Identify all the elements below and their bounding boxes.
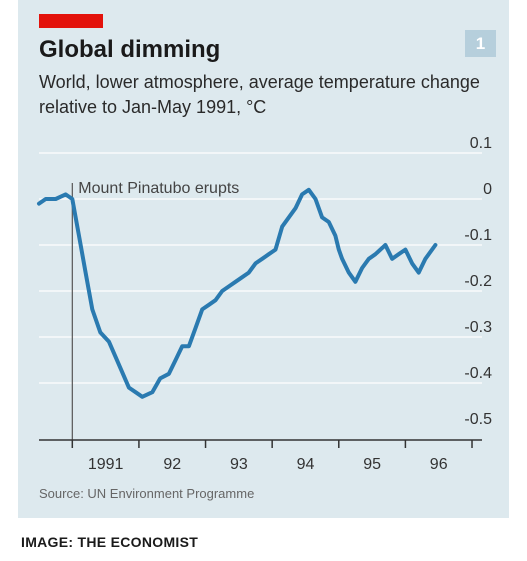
- y-tick-label: -0.3: [464, 319, 492, 336]
- x-tick-label: 1991: [88, 456, 124, 473]
- x-axis: [39, 439, 482, 448]
- chart-subtitle: World, lower atmosphere, average tempera…: [39, 72, 480, 117]
- y-tick-label: 0: [483, 181, 492, 198]
- y-tick-label: 0.1: [470, 135, 492, 152]
- y-tick-label: -0.2: [464, 273, 492, 290]
- image-credit: IMAGE: THE ECONOMIST: [21, 534, 199, 550]
- x-tick-label: 96: [430, 456, 448, 473]
- x-tick-label: 93: [230, 456, 248, 473]
- chart-title: Global dimming: [39, 36, 221, 63]
- x-tick-label: 94: [297, 456, 315, 473]
- annotation-label: Mount Pinatubo erupts: [78, 180, 239, 197]
- chart-number-badge: 1: [465, 30, 496, 57]
- grid-lines: [39, 152, 482, 384]
- series-line: [37, 187, 438, 399]
- series-layer: [37, 187, 438, 399]
- line-chart: Mount Pinatubo erupts 0.1 0 -0.1 -0.2 -0.3 -0…: [37, 135, 492, 473]
- y-tick-label: -0.1: [464, 227, 492, 244]
- y-tick-label: -0.5: [464, 411, 492, 428]
- chart-card: Global dimming World, lower atmosphere, …: [18, 0, 509, 518]
- tick-labels: 0.1 0 -0.1 -0.2 -0.3 -0.4 -0.5 1991 92 93 94 95 96: [88, 135, 492, 473]
- x-tick-label: 95: [363, 456, 381, 473]
- source-note: Source: UN Environment Programme: [39, 486, 255, 501]
- y-tick-label: -0.4: [464, 365, 492, 382]
- x-tick-label: 92: [163, 456, 181, 473]
- brand-tag: [39, 14, 103, 28]
- annotation-layer: Mount Pinatubo erupts: [71, 180, 239, 440]
